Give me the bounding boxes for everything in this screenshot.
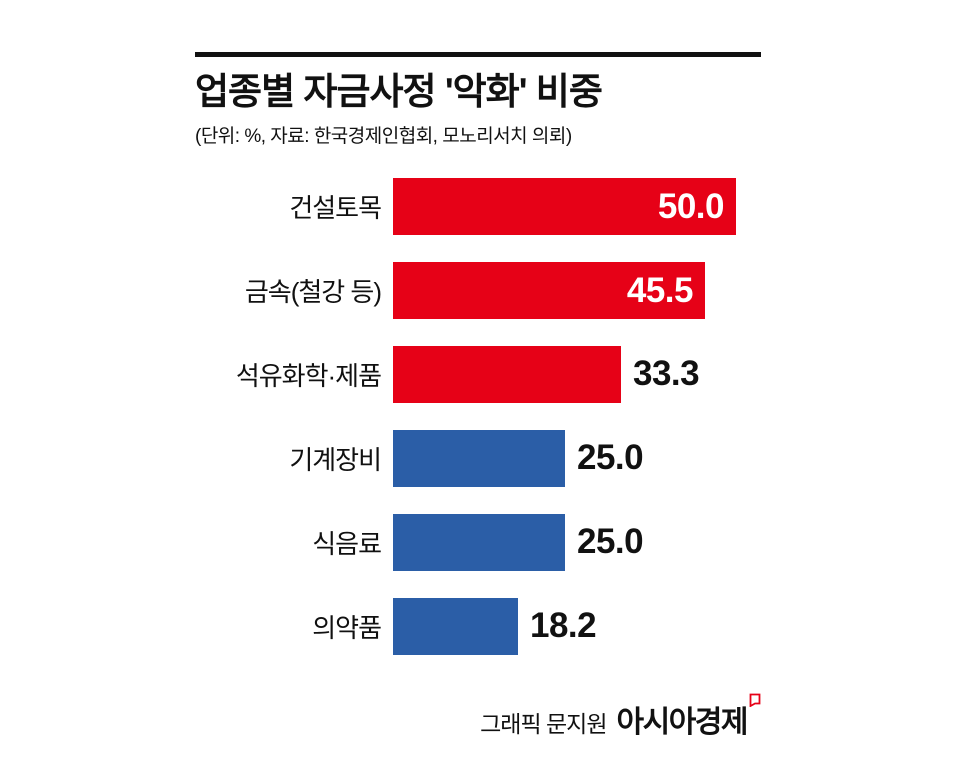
bar-area: 25.0 [393,513,761,571]
chart-row: 식음료 25.0 [195,513,761,571]
category-label: 금속(철강 등) [244,276,382,307]
bar-area: 50.0 [393,177,761,235]
graphic-credit: 그래픽 문지원 [480,710,607,737]
bar-area: 25.0 [393,429,761,487]
bar-value: 18.2 [530,606,597,646]
content-column: 업종별 자금사정 '악화' 비중 (단위: %, 자료: 한국경제인협회, 모노… [195,52,761,741]
bar-chart: 건설토목 50.0 금속(철강 등) 45.5 석유화학·제품 33.3 기계장비 25.0 식… [195,177,761,655]
category-label: 석유화학·제품 [235,360,382,391]
chart-row: 석유화학·제품 33.3 [195,345,761,403]
chart-row: 금속(철강 등) 45.5 [195,261,761,319]
bar: 45.5 [393,261,705,319]
category-label: 의약품 [312,612,382,643]
chart-title: 업종별 자금사정 '악화' 비중 [195,71,603,112]
bar [393,345,621,403]
bar [393,429,565,487]
chart-row: 의약품 18.2 [195,597,761,655]
category-label: 식음료 [312,528,382,559]
top-rule [195,52,761,57]
bar-value: 33.3 [633,354,700,394]
bar-value: 50.0 [657,186,725,226]
bar-value: 45.5 [626,270,694,310]
bar [393,597,518,655]
chart-row: 건설토목 50.0 [195,177,761,235]
category-label: 건설토목 [289,192,382,223]
bar-value: 25.0 [577,438,644,478]
brand-name: 아시아경제 [616,705,749,739]
footer: 그래픽 문지원 아시아경제 [195,693,762,741]
bar [393,513,565,571]
chart-row: 기계장비 25.0 [195,429,761,487]
brand-wrap: 아시아경제 [616,693,762,741]
asiae-logo-icon [749,693,761,707]
bar: 50.0 [393,177,736,235]
category-label: 기계장비 [289,444,382,475]
bar-area: 33.3 [393,345,761,403]
bar-value: 25.0 [577,522,644,562]
chart-subtitle: (단위: %, 자료: 한국경제인협회, 모노리서치 의뢰) [195,125,572,147]
bar-area: 18.2 [393,597,761,655]
bar-area: 45.5 [393,261,761,319]
